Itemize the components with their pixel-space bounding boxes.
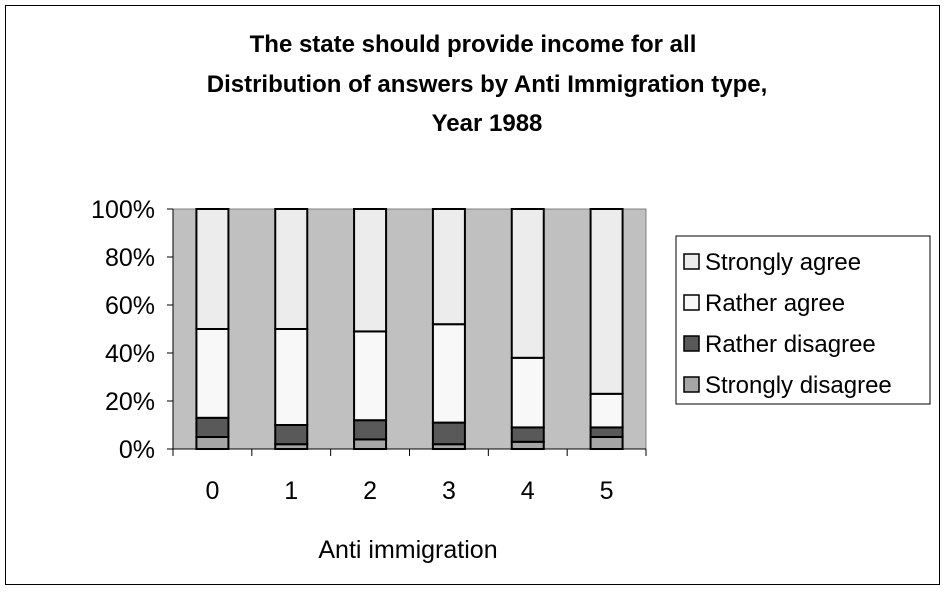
x-tick-label: 3 (442, 477, 456, 505)
y-tick-label: 80% (105, 244, 155, 272)
bar-segment-rather-disagree (431, 421, 466, 446)
bar-segment-strongly-disagree (195, 436, 230, 450)
bar-segment-rather-agree (195, 328, 230, 419)
y-tick-label: 100% (91, 196, 155, 224)
bar-segment-strongly-agree (589, 208, 624, 395)
bar-segment-rather-agree (353, 330, 388, 422)
bar-segment-rather-disagree (589, 426, 624, 438)
legend-label: Rather agree (705, 290, 845, 317)
y-tick-label: 20% (105, 388, 155, 416)
legend-label: Rather disagree (705, 331, 876, 358)
x-tick-label: 5 (600, 477, 614, 505)
legend-swatch (683, 253, 700, 270)
legend-box (675, 235, 931, 405)
bar-segment-rather-disagree (510, 426, 545, 443)
chart-title-line-3: Year 1988 (432, 110, 543, 137)
x-tick-label: 1 (284, 477, 298, 505)
bar-segment-strongly-disagree (589, 436, 624, 450)
y-tick-label: 40% (105, 340, 155, 368)
legend-swatch (683, 294, 700, 311)
bar-segment-strongly-agree (195, 208, 230, 330)
y-tick-label: 60% (105, 292, 155, 320)
x-tick-label: 0 (205, 477, 219, 505)
x-tick-label: 4 (521, 477, 535, 505)
bar-segment-rather-disagree (195, 416, 230, 438)
bar-segment-rather-disagree (274, 424, 309, 446)
legend-swatch (683, 335, 700, 352)
bar-segment-strongly-agree (274, 208, 309, 330)
plot-area (172, 208, 647, 450)
chart-title-line-2: Distribution of answers by Anti Immigrat… (207, 71, 768, 98)
bar-segment-strongly-agree (431, 208, 466, 326)
y-tick-label: 0% (119, 436, 155, 464)
bar-segment-rather-agree (589, 392, 624, 429)
bar-segment-rather-agree (510, 356, 545, 429)
legend-swatch (683, 376, 700, 393)
chart-title-line-1: The state should provide income for all (250, 31, 697, 58)
x-axis-label: Anti immigration (318, 536, 497, 564)
bar-segment-rather-agree (431, 323, 466, 424)
legend-label: Strongly agree (705, 249, 861, 276)
bar-segment-strongly-disagree (353, 438, 388, 450)
bar-segment-strongly-agree (510, 208, 545, 359)
bar-segment-rather-agree (274, 328, 309, 426)
x-tick-label: 2 (363, 477, 377, 505)
bar-segment-strongly-disagree (510, 440, 545, 450)
bar-segment-rather-disagree (353, 419, 388, 441)
legend-label: Strongly disagree (705, 372, 892, 399)
bar-segment-strongly-agree (353, 208, 388, 333)
